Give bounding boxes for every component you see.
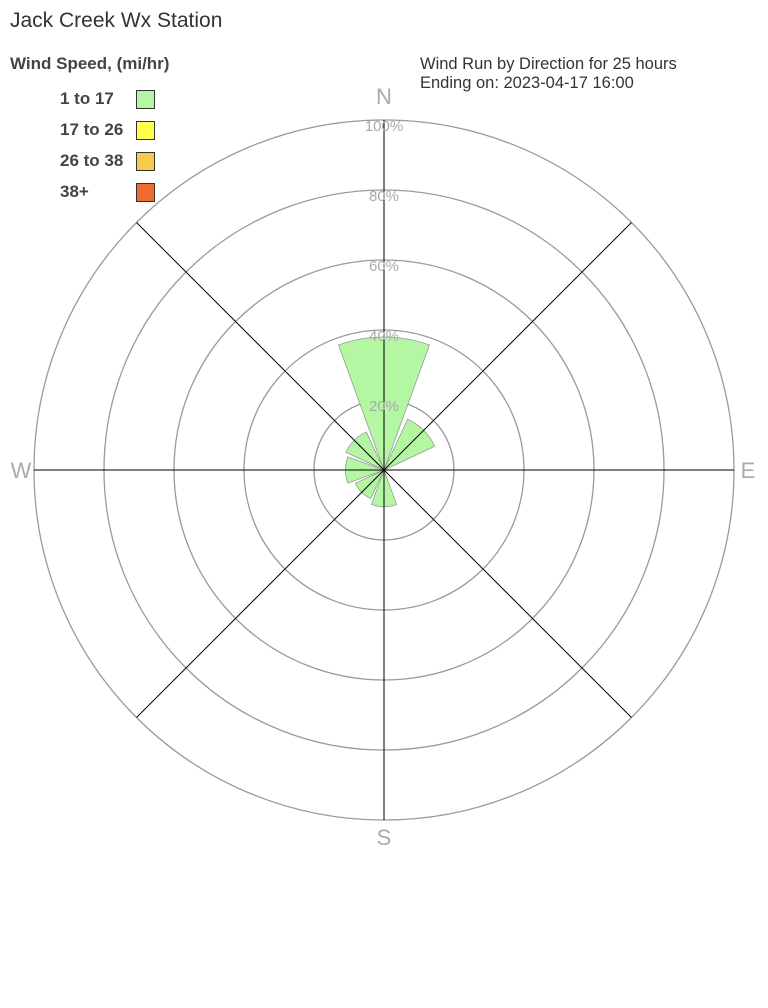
legend-item: 26 to 38 — [60, 151, 155, 182]
radial-tick-label: 100% — [365, 118, 403, 135]
spoke-line — [383, 469, 632, 718]
subtitle-line: Wind Run by Direction for 25 hours — [420, 55, 677, 73]
radial-tick-label: 60% — [369, 258, 399, 275]
legend-label: 17 to 26 — [60, 120, 124, 139]
legend-item: 1 to 17 — [60, 89, 155, 120]
legend: 1 to 17 17 to 26 26 to 38 38+ — [60, 89, 155, 213]
legend-swatch — [136, 121, 155, 140]
compass-label-S: S — [377, 825, 392, 850]
legend-item: 17 to 26 — [60, 120, 155, 151]
legend-label: 1 to 17 — [60, 89, 114, 108]
chart-title: Jack Creek Wx Station — [10, 9, 223, 32]
spoke-line — [136, 222, 385, 471]
legend-swatch — [136, 183, 155, 202]
legend-title: Wind Speed, (mi/hr) — [10, 54, 170, 73]
legend-label: 26 to 38 — [60, 151, 124, 170]
compass-label-W: W — [11, 458, 32, 483]
legend-swatch — [136, 152, 155, 171]
legend-label: 38+ — [60, 182, 89, 201]
compass-label-E: E — [741, 458, 756, 483]
radial-tick-label: 20% — [369, 398, 399, 415]
spoke-line — [136, 469, 385, 718]
spoke-line — [383, 222, 632, 471]
radial-tick-label: 80% — [369, 188, 399, 205]
subtitle-line: Ending on: 2023-04-17 16:00 — [420, 74, 634, 92]
legend-swatch — [136, 90, 155, 109]
chart-subtitle: Wind Run by Direction for 25 hours Endin… — [420, 55, 677, 93]
radial-tick-label: 40% — [369, 328, 399, 345]
compass-label-N: N — [376, 84, 392, 109]
legend-item: 38+ — [60, 182, 155, 213]
